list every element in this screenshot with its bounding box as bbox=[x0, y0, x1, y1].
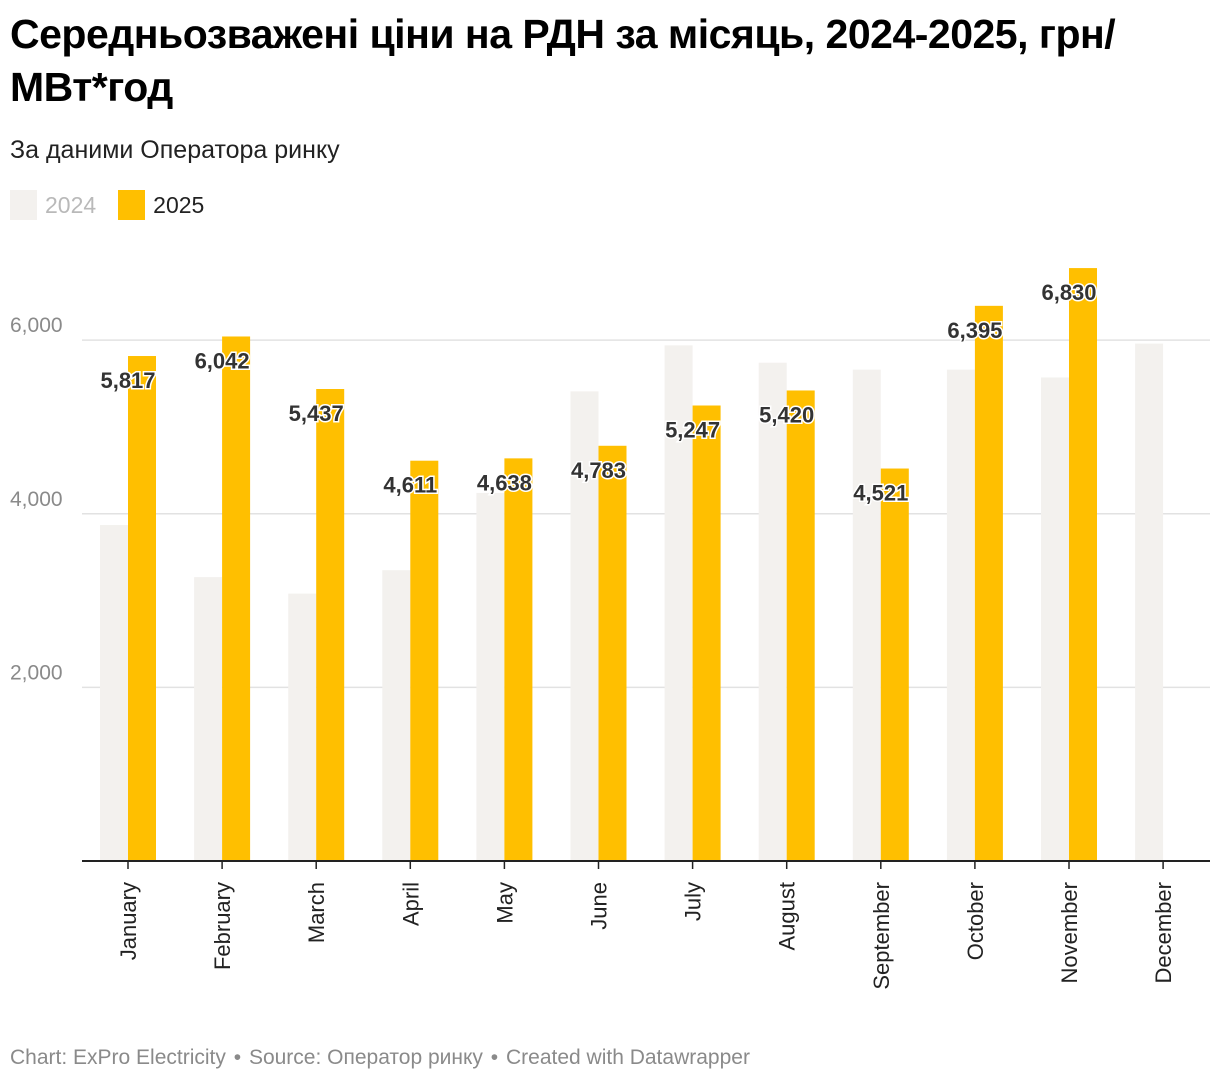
bar-2025 bbox=[598, 445, 627, 861]
bar-2024 bbox=[100, 525, 128, 861]
legend-label-2025: 2025 bbox=[153, 191, 205, 218]
data-label-2025: 4,783 bbox=[571, 458, 626, 483]
data-label-2025: 6,042 bbox=[195, 348, 250, 373]
x-tick-label: July bbox=[681, 882, 706, 921]
bar-2024 bbox=[852, 369, 881, 861]
chart-footer: Chart: ExPro Electricity • Source: Опера… bbox=[10, 1044, 750, 1072]
data-label-2025: 6,830 bbox=[1041, 280, 1096, 305]
bar-2025 bbox=[128, 356, 156, 861]
x-tick-label: February bbox=[210, 882, 235, 970]
bar-2024 bbox=[758, 362, 787, 861]
y-tick-label: 2,000 bbox=[10, 661, 63, 684]
x-tick-label: April bbox=[398, 882, 423, 926]
data-label-2025: 6,395 bbox=[947, 318, 1002, 343]
data-label-2025: 5,420 bbox=[759, 402, 814, 427]
bar-2025 bbox=[504, 458, 533, 861]
chart-legend: 2024 2025 bbox=[10, 189, 226, 221]
x-tick-label: September bbox=[869, 882, 894, 990]
bar-2024 bbox=[664, 345, 693, 862]
bar-chart: 2,000 4,000 6,000 January February March April… bbox=[10, 268, 1210, 990]
legend-swatch-2024 bbox=[10, 190, 37, 220]
y-tick-label: 6,000 bbox=[10, 314, 63, 337]
bar-2024 bbox=[476, 492, 505, 861]
bar-2025 bbox=[880, 468, 909, 861]
footer-credit: Chart: ExPro Electricity bbox=[10, 1046, 226, 1069]
x-tick-label: December bbox=[1151, 882, 1176, 983]
bar-2025 bbox=[410, 460, 439, 861]
legend-item-2025: 2025 bbox=[118, 190, 204, 220]
chart-title: Середньозважені ціни на РДН за місяць, 2… bbox=[10, 11, 1116, 110]
data-label-2025: 5,437 bbox=[289, 401, 344, 426]
bar-2024 bbox=[382, 570, 411, 861]
bar-2025 bbox=[974, 305, 1003, 861]
y-tick-label: 4,000 bbox=[10, 488, 63, 511]
x-tick-label: March bbox=[304, 882, 329, 943]
chart-subtitle: За даними Оператора ринку bbox=[10, 136, 340, 164]
footer-separator: • bbox=[490, 1046, 499, 1069]
legend-item-2024: 2024 bbox=[10, 190, 96, 220]
bar-2025 bbox=[316, 389, 345, 861]
x-tick-label: November bbox=[1057, 882, 1082, 983]
footer-separator: • bbox=[233, 1046, 242, 1069]
bar-2024 bbox=[1041, 377, 1069, 861]
bar-2024 bbox=[946, 369, 975, 861]
data-label-2025: 4,611 bbox=[383, 473, 437, 498]
x-tick-label: May bbox=[492, 882, 517, 924]
bar-2024 bbox=[194, 577, 223, 861]
data-label-2025: 4,521 bbox=[853, 481, 908, 506]
bar-2025 bbox=[222, 336, 251, 861]
data-label-2025: 5,817 bbox=[100, 368, 155, 393]
footer-source: Source: Оператор ринку bbox=[248, 1046, 483, 1069]
x-tick-label: August bbox=[775, 882, 800, 951]
legend-label-2024: 2024 bbox=[45, 191, 97, 218]
x-tick-label: January bbox=[116, 882, 141, 960]
bar-2024 bbox=[288, 593, 317, 861]
bar-2024 bbox=[570, 391, 599, 861]
x-tick-label: June bbox=[587, 882, 612, 930]
footer-created: Created with Datawrapper bbox=[505, 1046, 750, 1069]
data-label-2025: 4,638 bbox=[477, 470, 532, 495]
bar-2025 bbox=[786, 390, 815, 861]
bar-2024 bbox=[1135, 343, 1164, 861]
bar-2025 bbox=[1069, 268, 1097, 862]
bar-2025 bbox=[692, 405, 721, 861]
x-tick-label: October bbox=[963, 882, 988, 960]
data-label-2025: 5,247 bbox=[665, 417, 720, 442]
legend-swatch-2025 bbox=[118, 190, 146, 220]
